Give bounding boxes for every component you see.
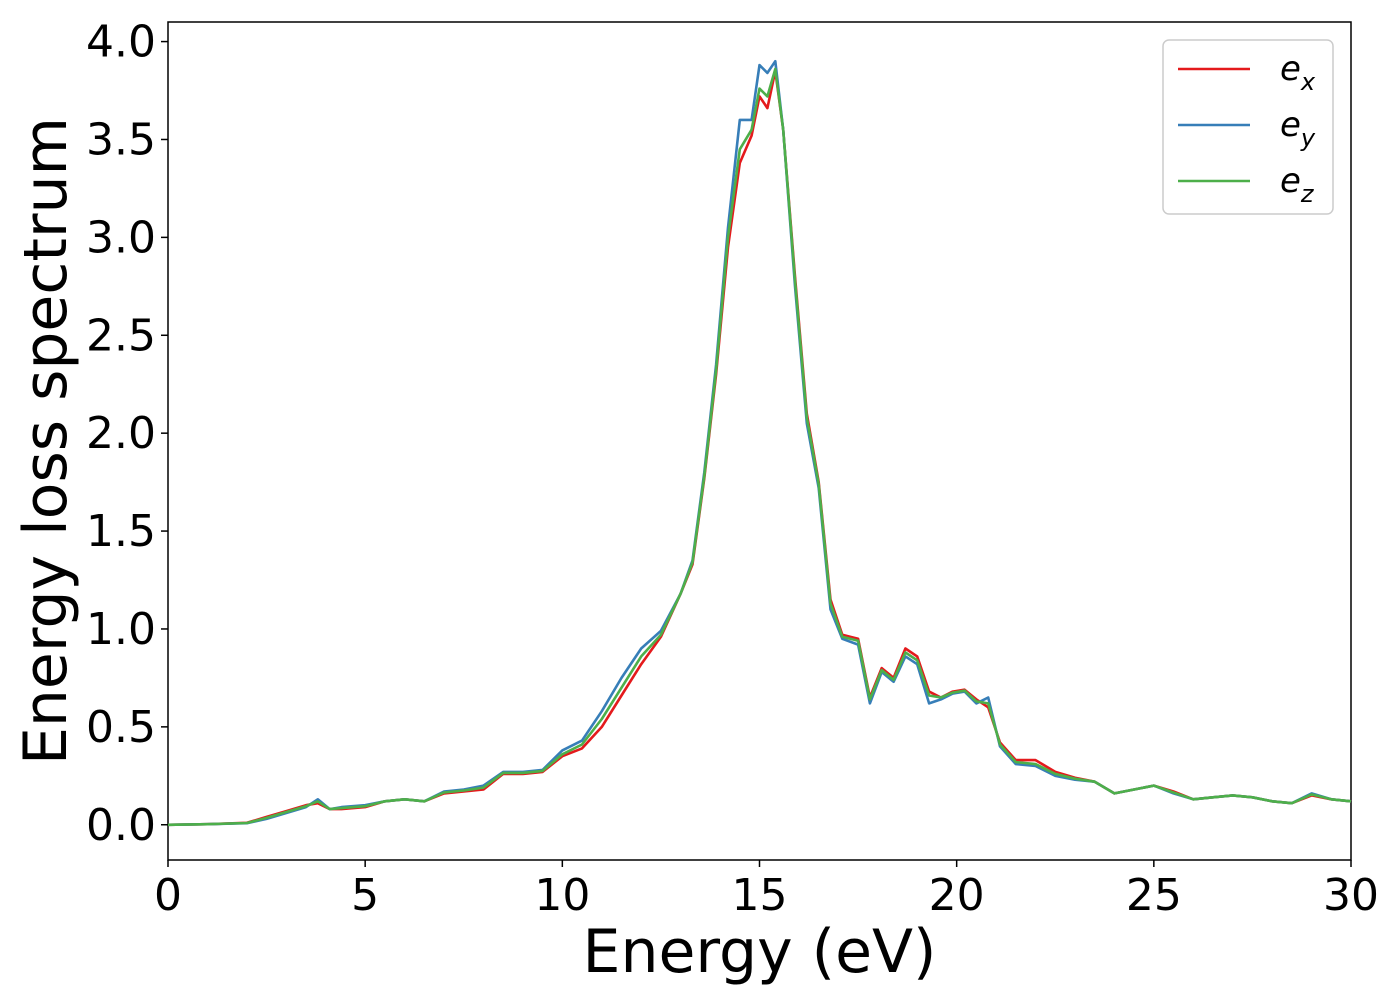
y-axis-label: Energy loss spectrum	[11, 117, 81, 765]
series-line-ez	[167, 67, 1352, 827]
series-layer	[167, 59, 1352, 827]
x-tick-label: 0	[154, 870, 182, 921]
x-tick-label: 30	[1323, 870, 1379, 921]
legend-label-ez: ez	[1280, 161, 1315, 208]
x-tick-label: 25	[1126, 870, 1182, 921]
y-axis-ticks: 0.0 0.5 1.0 1.5 2.0 2.5 3.0 3.5 4.0	[86, 17, 168, 851]
y-tick-label: 4.0	[86, 17, 156, 68]
y-tick-label: 0.5	[86, 702, 156, 753]
y-tick-label: 0.0	[86, 800, 156, 851]
y-tick-label: 1.0	[86, 604, 156, 655]
y-tick-label: 3.0	[86, 212, 156, 263]
x-tick-label: 10	[534, 870, 590, 921]
x-axis-ticks: 0 5 10 15 20 25 30	[154, 860, 1379, 921]
legend-box	[1162, 39, 1334, 215]
y-tick-label: 2.0	[86, 408, 156, 459]
x-tick-label: 5	[351, 870, 379, 921]
x-axis-label: Energy (eV)	[583, 917, 937, 987]
y-tick-label: 1.5	[86, 506, 156, 557]
legend: ex ey ez	[1162, 39, 1334, 215]
legend-label-ex: ex	[1280, 49, 1316, 96]
y-tick-label: 3.5	[86, 114, 156, 165]
legend-label-ey: ey	[1280, 105, 1316, 152]
x-tick-label: 15	[732, 870, 788, 921]
x-tick-label: 20	[929, 870, 985, 921]
y-tick-label: 2.5	[86, 310, 156, 361]
